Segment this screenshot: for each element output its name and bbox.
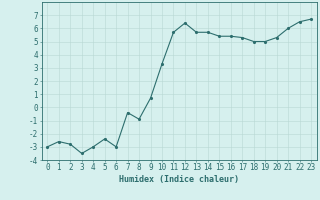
- X-axis label: Humidex (Indice chaleur): Humidex (Indice chaleur): [119, 175, 239, 184]
